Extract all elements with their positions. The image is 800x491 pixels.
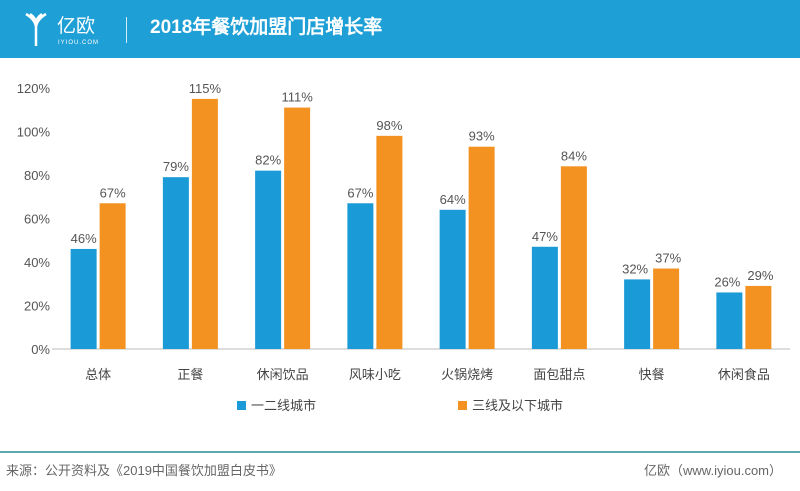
- legend-swatch: [458, 401, 467, 410]
- y-tick-label: 40%: [24, 255, 50, 270]
- bar-tier12: [347, 203, 374, 349]
- x-tick-label: 风味小吃: [349, 367, 401, 382]
- data-label: 98%: [376, 118, 402, 133]
- x-tick-label: 火锅烧烤: [441, 367, 493, 382]
- bar-tier3: [99, 203, 126, 349]
- bar-tier3: [191, 98, 218, 349]
- footer-divider: [0, 451, 800, 453]
- bar-chart: 0% 20% 40% 60% 80% 100% 120% 总体 46% 67% 正餐 79% 115% 休…: [17, 81, 790, 413]
- x-tick-label: 休闲食品: [718, 367, 770, 382]
- bar-tier3: [560, 166, 587, 349]
- bar-tier12: [439, 209, 466, 349]
- logo-text: 亿欧: [57, 16, 96, 37]
- yiou-logo-icon: [25, 12, 47, 46]
- legend-label: 三线及以下城市: [472, 398, 563, 413]
- y-tick-label: 20%: [24, 299, 50, 314]
- bar-tier12: [716, 292, 743, 349]
- header-divider: [126, 17, 127, 43]
- data-label: 46%: [71, 231, 97, 246]
- data-label: 82%: [255, 153, 281, 168]
- data-label: 67%: [100, 185, 126, 200]
- data-label: 26%: [714, 274, 740, 289]
- legend-swatch: [237, 401, 246, 410]
- bar-tier12: [255, 170, 282, 349]
- bar-tier12: [70, 248, 97, 349]
- page-title: 2018年餐饮加盟门店增长率: [150, 17, 383, 38]
- bar-tier3: [284, 107, 311, 349]
- y-tick-label: 80%: [24, 168, 50, 183]
- x-tick-label: 面包甜点: [533, 367, 585, 382]
- bar-tier3: [653, 268, 680, 349]
- y-tick-label: 100%: [17, 125, 51, 140]
- source-note: 来源：公开资料及《2019中国餐饮加盟白皮书》: [6, 463, 282, 478]
- bar-tier3: [745, 285, 772, 349]
- bar-tier12: [162, 177, 189, 349]
- data-label: 93%: [469, 129, 495, 144]
- logo-subtext: IYIOU.COM: [58, 40, 100, 46]
- x-tick-label: 正餐: [177, 367, 203, 382]
- credit-note: 亿欧（www.iyiou.com）: [644, 463, 782, 478]
- x-tick-label: 快餐: [639, 367, 665, 382]
- x-tick-label: 总体: [85, 367, 111, 382]
- y-tick-label: 0%: [31, 342, 50, 357]
- data-label: 32%: [622, 261, 648, 276]
- data-label: 84%: [561, 148, 587, 163]
- y-tick-label: 60%: [24, 212, 50, 227]
- data-label: 37%: [655, 251, 681, 266]
- bar-tier3: [468, 146, 495, 349]
- header-bar: 亿欧 IYIOU.COM 2018年餐饮加盟门店增长率: [0, 0, 800, 58]
- bar-tier12: [531, 246, 558, 349]
- data-label: 115%: [189, 81, 222, 96]
- y-tick-label: 120%: [17, 81, 51, 96]
- data-label: 64%: [440, 192, 466, 207]
- bar-tier3: [376, 135, 403, 349]
- x-tick-label: 休闲饮品: [257, 367, 309, 382]
- bar-tier12: [624, 279, 651, 349]
- legend-label: 一二线城市: [251, 398, 316, 413]
- data-label: 79%: [163, 159, 189, 174]
- data-label: 111%: [281, 90, 313, 105]
- data-label: 47%: [532, 229, 558, 244]
- data-label: 67%: [347, 185, 373, 200]
- data-label: 29%: [747, 268, 773, 283]
